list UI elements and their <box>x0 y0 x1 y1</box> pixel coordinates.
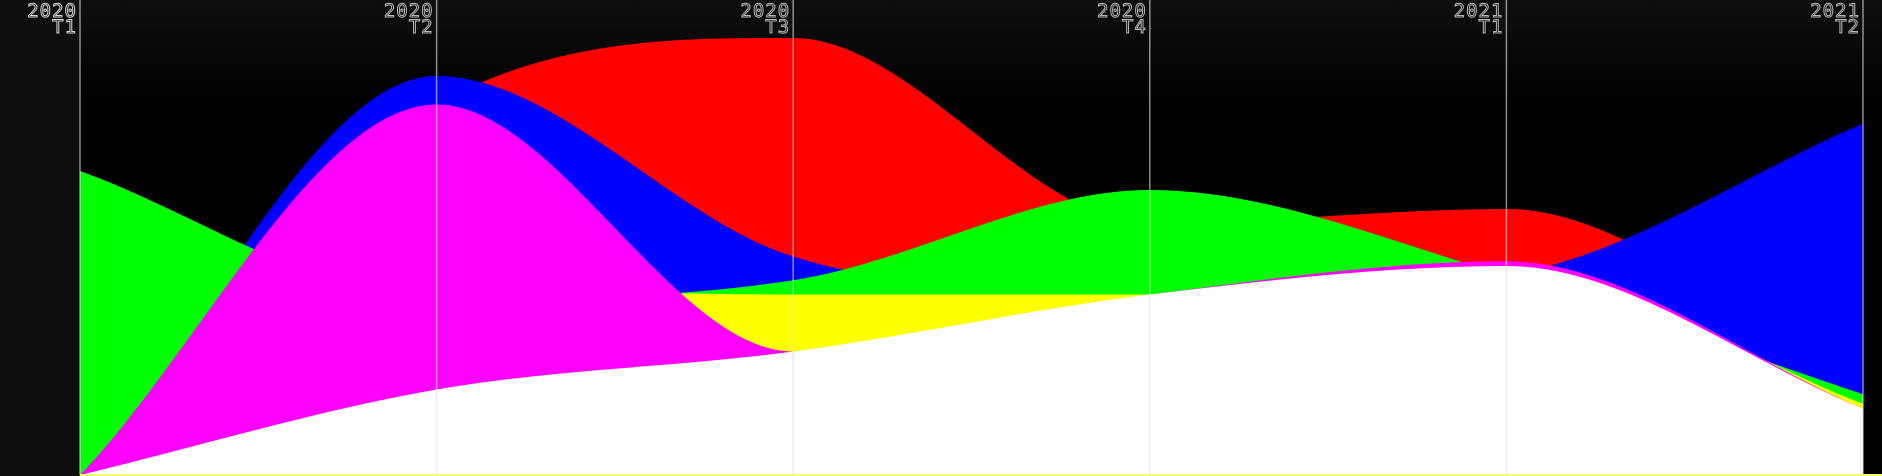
area-series-white <box>80 266 1863 475</box>
tick-label-quarter: T1 <box>52 16 77 38</box>
x-gridlines <box>79 0 1864 475</box>
tick-label-year: 2020 <box>384 0 434 22</box>
tick-label-year: 2020 <box>27 0 77 22</box>
tick-label-quarter: T2 <box>409 16 434 38</box>
tick-label-year: 2021 <box>1810 0 1860 22</box>
tick-label-quarter: T1 <box>1479 16 1504 38</box>
series-areas <box>80 38 1863 475</box>
tick-label-quarter: T3 <box>765 16 790 38</box>
tick-label-quarter: T2 <box>1835 16 1860 38</box>
tick-label-quarter: T4 <box>1122 16 1147 38</box>
tick-label-year: 2020 <box>740 0 790 22</box>
tick-label-year: 2021 <box>1454 0 1504 22</box>
tick-label-year: 2020 <box>1097 0 1147 22</box>
